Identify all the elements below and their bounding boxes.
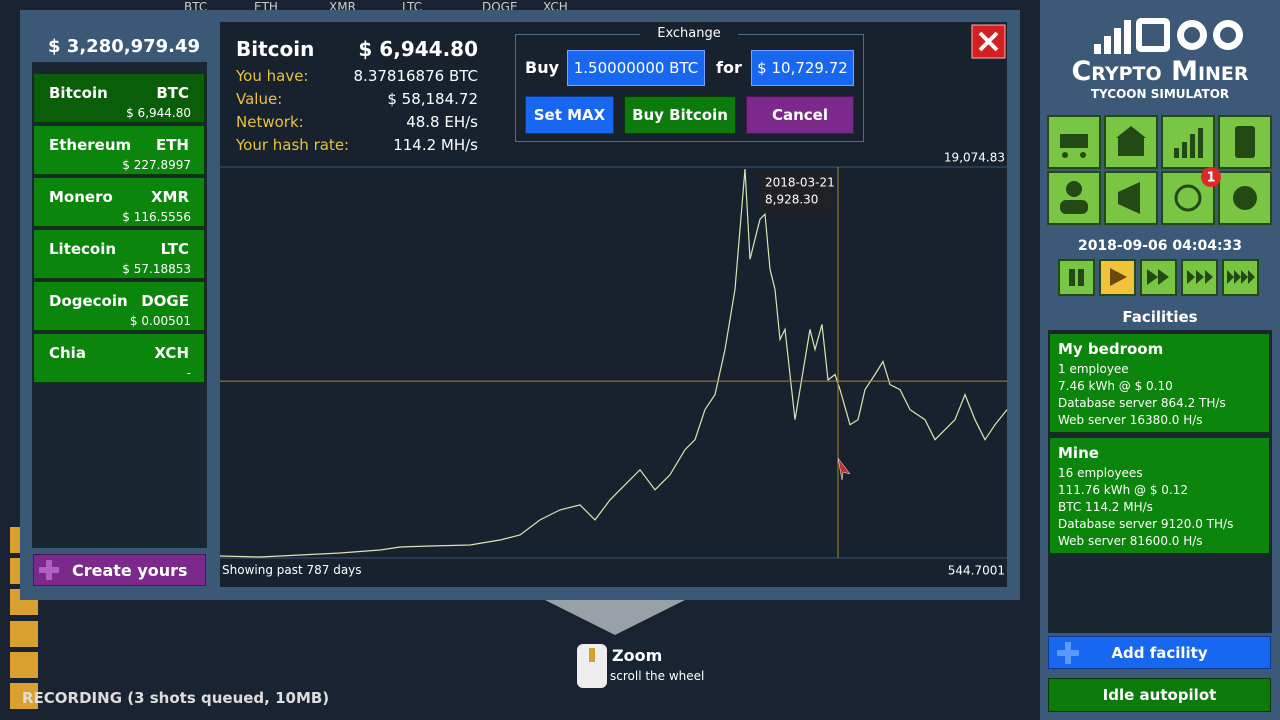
coin-price: $ 227.8997 [122, 158, 191, 172]
mouse-cursor [837, 457, 851, 481]
facility-card[interactable]: Mine 16 employees 111.76 kWh @ $ 0.12 BTC 1… [1049, 437, 1270, 554]
buy-label: Buy [525, 58, 560, 77]
coin-name: Chia [49, 344, 86, 362]
facility-card[interactable]: My bedroom 1 employee 7.46 kWh @ $ 0.10 Dat… [1049, 333, 1270, 433]
balance: $ 3,280,979.49 [48, 36, 201, 57]
mouse-icon [577, 644, 607, 688]
coin-name: Dogecoin [49, 292, 128, 310]
y-tick-label: 19,074.83 [944, 151, 1005, 165]
coin-name: Ethereum [49, 136, 132, 154]
facility-line: 16 employees [1058, 466, 1143, 480]
notification-badge: 1 [1201, 167, 1221, 187]
facility-line: 1 employee [1058, 362, 1129, 376]
logo-title: Crypto Miner [1071, 56, 1249, 87]
stat-value: 48.8 EH/s [406, 113, 478, 131]
coin-symbol: LTC [160, 240, 189, 258]
stat-label: Network: [236, 113, 304, 131]
hint-title: Zoom [612, 646, 663, 665]
facility-line: Database server 9120.0 TH/s [1058, 517, 1234, 531]
coin-price: $ 57.18853 [122, 262, 191, 276]
add-facility-label: Add facility [1111, 643, 1208, 662]
coin-button[interactable]: Chia XCH - [33, 333, 205, 383]
coin-price: $ 6,944.80 [126, 106, 191, 120]
speed-controls[interactable] [1057, 259, 1261, 297]
cancel-button[interactable]: Cancel [746, 96, 854, 134]
coin-button[interactable]: Litecoin LTC $ 57.18853 [33, 229, 205, 279]
coin-symbol: ETH [155, 136, 189, 154]
facility-name: Mine [1058, 444, 1099, 462]
coin-name: Bitcoin [49, 84, 108, 102]
logo-graphic [1094, 18, 1243, 54]
amount-input[interactable]: 1.50000000 BTC [567, 50, 705, 86]
plus-icon [39, 560, 59, 580]
coin-button[interactable]: Bitcoin BTC $ 6,944.80 [33, 73, 205, 123]
logo-subtitle: TYCOON SIMULATOR [1090, 87, 1230, 101]
tooltip-value: 8,928.30 [765, 193, 818, 207]
coin-name: Bitcoin [236, 37, 315, 61]
tooltip-date: 2018-03-21 [765, 176, 835, 190]
y-tick-label: 544.7001 [948, 564, 1005, 578]
datetime: 2018-09-06 04:04:33 [1077, 238, 1243, 254]
facility-line: Web server 81600.0 H/s [1058, 534, 1203, 548]
floor-tile [545, 600, 685, 635]
coin-symbol: DOGE [141, 292, 189, 310]
create-coin-label: Create yours [72, 560, 188, 580]
stat-label: You have: [236, 67, 309, 85]
stat-label: Value: [236, 90, 283, 108]
coin-button[interactable]: Ethereum ETH $ 227.8997 [33, 125, 205, 175]
facilities-title: Facilities [1122, 308, 1198, 326]
facility-line: Web server 16380.0 H/s [1058, 413, 1203, 427]
stat-label: Your hash rate: [236, 136, 350, 154]
plus-icon [1057, 642, 1079, 664]
for-label: for [716, 58, 742, 77]
coin-price: $ 0.00501 [129, 314, 191, 328]
price-line [219, 168, 1008, 558]
coin-price: $ 6,944.80 [358, 37, 478, 61]
chart-caption: Showing past 787 days [222, 563, 362, 577]
stat-value: 114.2 MH/s [393, 136, 478, 154]
facility-line: 7.46 kWh @ $ 0.10 [1058, 379, 1173, 393]
coin-name: Monero [49, 188, 113, 206]
coin-symbol: BTC [156, 84, 189, 102]
stat-value: $ 58,184.72 [387, 90, 478, 108]
buy-button[interactable]: Buy Bitcoin [624, 96, 736, 134]
tooltip-box [760, 171, 834, 213]
set-max-button[interactable]: Set MAX [525, 96, 614, 134]
facility-name: My bedroom [1058, 340, 1164, 358]
facility-line: BTC 114.2 MH/s [1058, 500, 1153, 514]
coin-price: $ 116.5556 [122, 210, 191, 224]
price-chart: 544.7001 19,074.83 2018-03-21 8,928.30 [219, 151, 1008, 578]
facility-line: Database server 864.2 TH/s [1058, 396, 1226, 410]
coin-button[interactable]: Dogecoin DOGE $ 0.00501 [33, 281, 205, 331]
coin-symbol: XCH [154, 344, 189, 362]
autopilot-button[interactable]: Idle autopilot [1048, 678, 1271, 712]
add-facility-button[interactable]: Add facility [1048, 636, 1271, 669]
badge-count: 1 [1206, 171, 1215, 186]
menu-buttons[interactable] [1046, 114, 1274, 228]
coin-price: - [186, 366, 191, 380]
hint-text: scroll the wheel [610, 669, 705, 683]
coin-button[interactable]: Monero XMR $ 116.5556 [33, 177, 205, 227]
cost-input[interactable]: $ 10,729.72 [751, 50, 854, 86]
exchange-title: Exchange [640, 26, 738, 41]
coin-symbol: XMR [150, 188, 189, 206]
stat-value: 8.37816876 BTC [353, 67, 478, 85]
create-coin-button[interactable]: Create yours [33, 554, 206, 586]
coin-name: Litecoin [49, 240, 117, 258]
facility-line: 111.76 kWh @ $ 0.12 [1058, 483, 1189, 497]
status-text: RECORDING (3 shots queued, 10MB) [22, 689, 330, 707]
close-button[interactable] [971, 24, 1006, 59]
